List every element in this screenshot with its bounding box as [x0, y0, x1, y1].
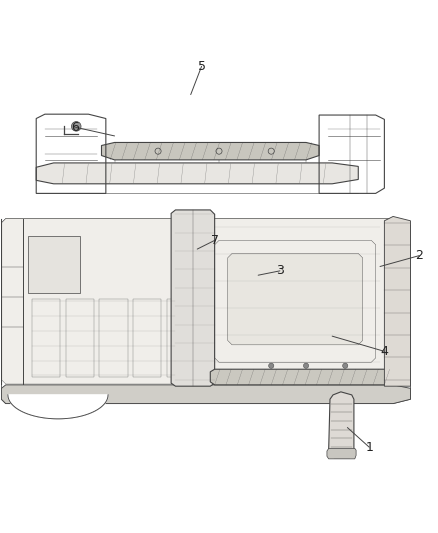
Text: 2: 2 — [415, 249, 423, 262]
Polygon shape — [327, 448, 356, 459]
Text: 7: 7 — [211, 234, 219, 247]
Circle shape — [304, 363, 309, 368]
Polygon shape — [102, 142, 319, 160]
Polygon shape — [1, 385, 410, 403]
Text: 5: 5 — [198, 60, 205, 73]
Text: 1: 1 — [365, 441, 373, 454]
Polygon shape — [28, 236, 80, 293]
Circle shape — [343, 363, 348, 368]
Polygon shape — [8, 395, 108, 419]
Polygon shape — [1, 219, 406, 384]
Text: 3: 3 — [276, 264, 284, 277]
Text: 4: 4 — [381, 345, 389, 358]
Polygon shape — [210, 369, 393, 385]
Polygon shape — [328, 392, 354, 458]
Circle shape — [71, 122, 81, 131]
Polygon shape — [228, 254, 363, 345]
Polygon shape — [171, 210, 215, 386]
Text: 6: 6 — [71, 121, 79, 134]
Circle shape — [268, 363, 274, 368]
Polygon shape — [385, 216, 410, 386]
Polygon shape — [36, 163, 358, 184]
